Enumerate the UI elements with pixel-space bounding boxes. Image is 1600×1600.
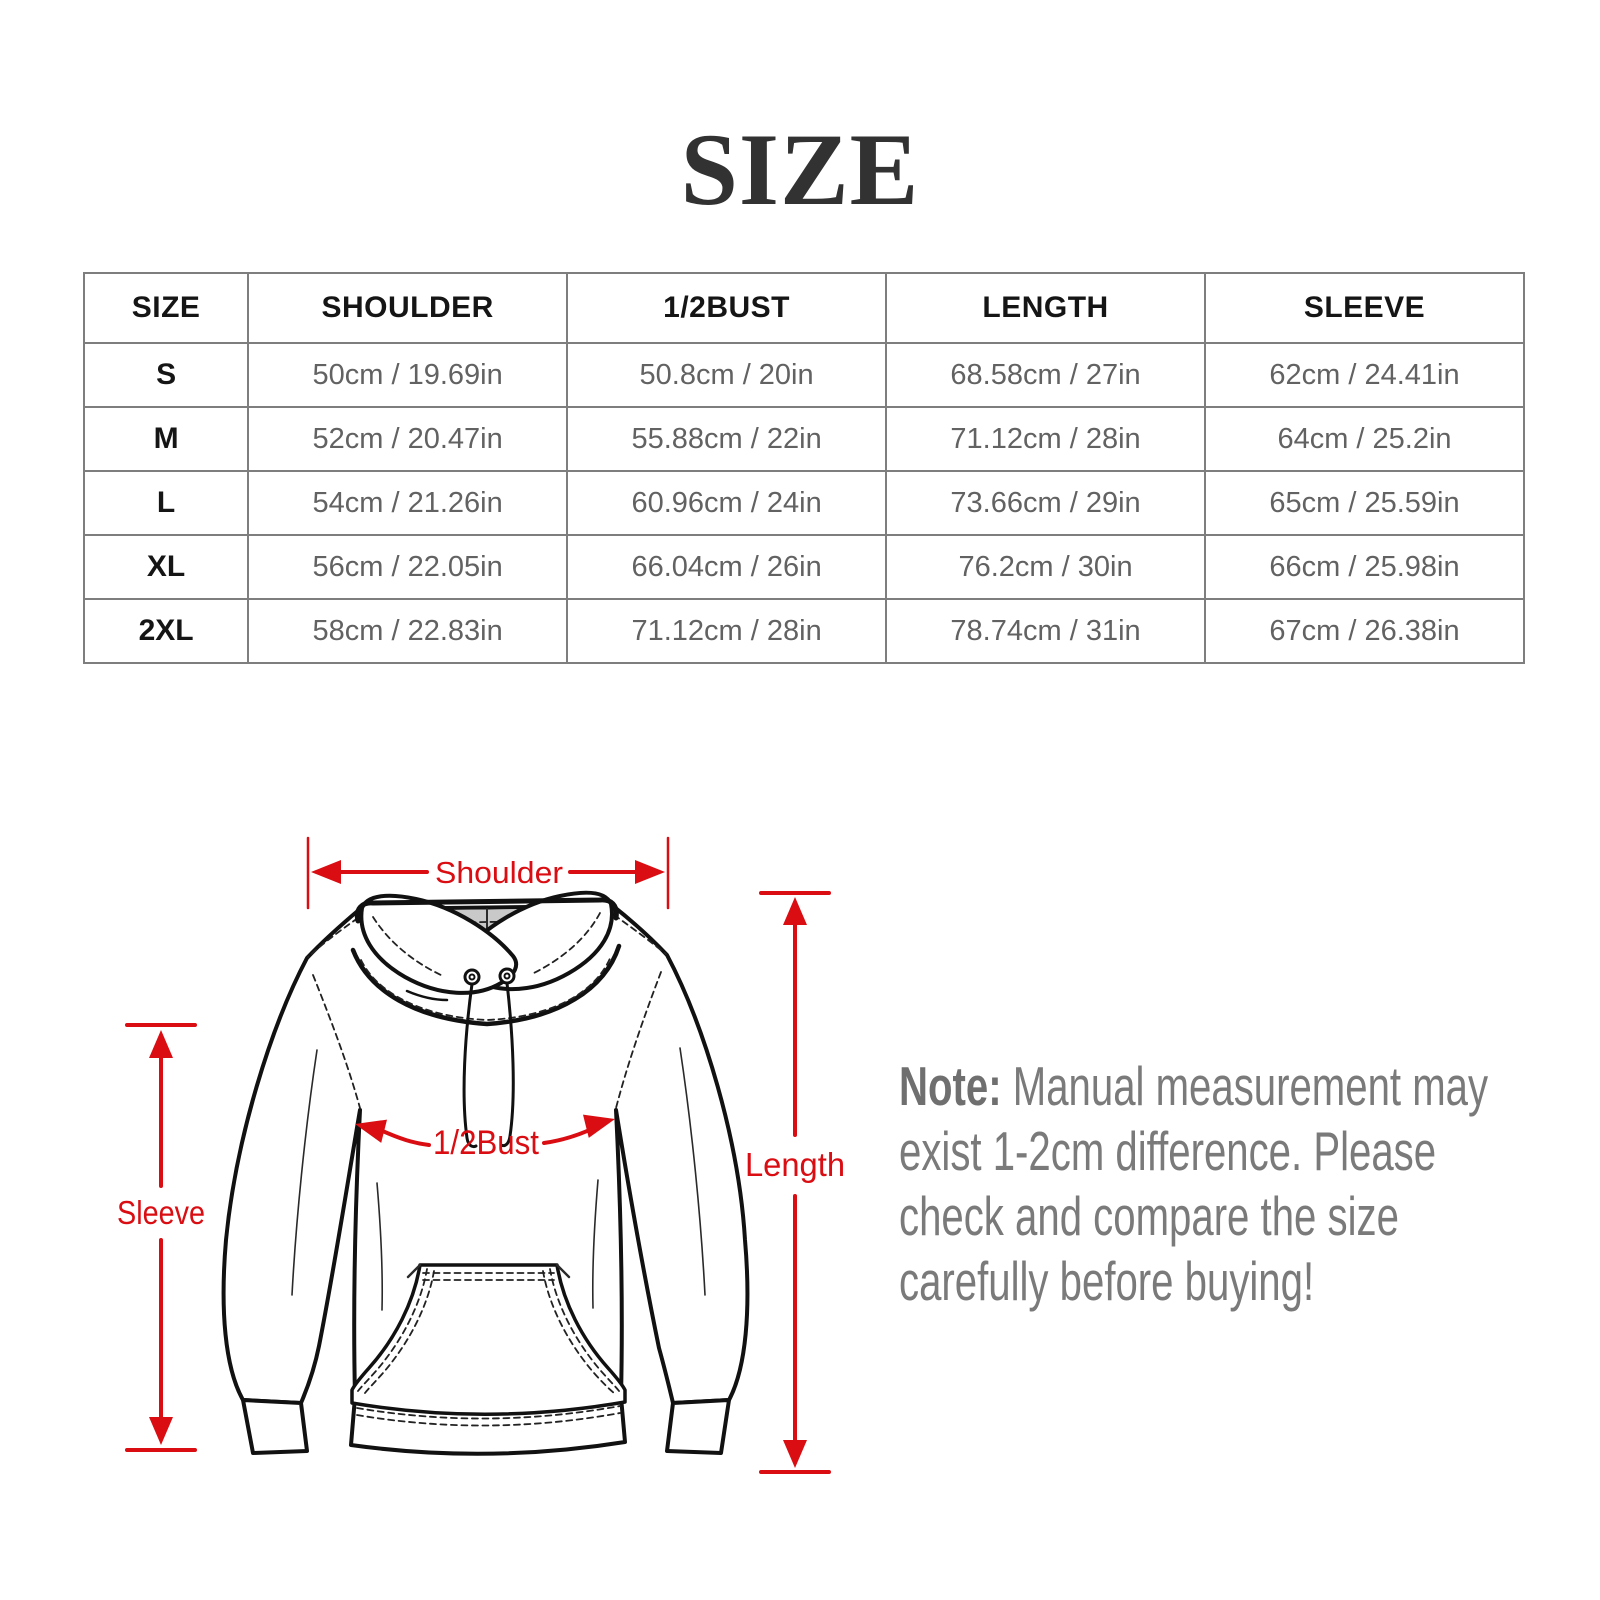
measurement-cell: 73.66cm / 29in — [885, 470, 1207, 536]
size-table: SIZE SHOULDER 1/2BUST LENGTH SLEEVE S 50… — [82, 272, 1525, 664]
table-row: S 50cm / 19.69in 50.8cm / 20in 68.58cm /… — [82, 342, 1525, 408]
kangaroo-pocket — [350, 1263, 627, 1427]
shoulder-dimension: Shoulder — [306, 836, 670, 910]
size-cell: S — [82, 342, 250, 408]
note-prefix: Note: — [899, 1055, 1002, 1117]
measurement-cell: 50.8cm / 20in — [566, 342, 888, 408]
column-header-sleeve: SLEEVE — [1204, 272, 1525, 344]
note-line: check and compare the size — [899, 1185, 1399, 1247]
column-header-bust: 1/2BUST — [566, 272, 888, 344]
measurement-cell: 64cm / 25.2in — [1204, 406, 1525, 472]
page-title: SIZE — [680, 113, 920, 227]
length-dimension: Length — [745, 891, 845, 1474]
table-header-row: SIZE SHOULDER 1/2BUST LENGTH SLEEVE — [82, 272, 1525, 344]
measurement-cell: 62cm / 24.41in — [1204, 342, 1525, 408]
measurement-cell: 52cm / 20.47in — [247, 406, 569, 472]
measurement-cell: 58cm / 22.83in — [247, 598, 569, 664]
right-drawstring — [499, 981, 515, 1148]
size-cell: L — [82, 470, 250, 536]
arrowhead-up — [149, 1030, 173, 1058]
sleeve-dimension: Sleeve — [117, 1023, 205, 1452]
table-row: M 52cm / 20.47in 55.88cm / 22in 71.12cm … — [82, 406, 1525, 472]
bust-dimension: 1/2Bust — [355, 1114, 615, 1162]
table-row: L 54cm / 21.26in 60.96cm / 24in 73.66cm … — [82, 470, 1525, 536]
cowl-collar-edge — [350, 943, 622, 1027]
arrowhead-down — [783, 1440, 807, 1468]
arrowhead-right — [582, 1114, 615, 1138]
arrowhead-down — [149, 1417, 173, 1445]
measurement-cell: 66cm / 25.98in — [1204, 534, 1525, 600]
right-eyelet — [498, 967, 516, 985]
arrowhead-right — [635, 860, 665, 884]
hoodie-body-outline — [221, 904, 750, 1456]
measurement-cell: 71.12cm / 28in — [885, 406, 1207, 472]
hoodie-measurement-diagram: Shoulder Sleeve Length — [117, 836, 845, 1474]
table-row: 2XL 58cm / 22.83in 71.12cm / 28in 78.74c… — [82, 598, 1525, 664]
hood — [350, 890, 622, 1149]
note-line: Note: Manual measurement may — [899, 1055, 1489, 1117]
table-row: XL 56cm / 22.05in 66.04cm / 26in 76.2cm … — [82, 534, 1525, 600]
measurement-cell: 68.58cm / 27in — [885, 342, 1207, 408]
hoodie-sketch — [221, 890, 750, 1456]
measurement-cell: 60.96cm / 24in — [566, 470, 888, 536]
measurement-cell: 55.88cm / 22in — [566, 406, 888, 472]
measurement-cell: 50cm / 19.69in — [247, 342, 569, 408]
arrowhead-left — [311, 860, 341, 884]
measurement-cell: 71.12cm / 28in — [566, 598, 888, 664]
note-line: carefully before buying! — [899, 1250, 1315, 1312]
hood-top-band — [354, 897, 619, 924]
measurement-cell: 54cm / 21.26in — [247, 470, 569, 536]
measurement-cell: 78.74cm / 31in — [885, 598, 1207, 664]
right-cuff — [665, 1398, 731, 1455]
left-eyelet — [463, 968, 481, 986]
column-header-shoulder: SHOULDER — [247, 272, 569, 344]
left-cuff — [241, 1398, 309, 1455]
left-drawstring — [462, 982, 478, 1149]
arrowhead-up — [783, 897, 807, 925]
size-cell: 2XL — [82, 598, 250, 664]
column-header-size: SIZE — [82, 272, 250, 344]
length-label: Length — [745, 1146, 845, 1183]
measurement-cell: 67cm / 26.38in — [1204, 598, 1525, 664]
measurement-cell: 66.04cm / 26in — [566, 534, 888, 600]
measurement-cell: 65cm / 25.59in — [1204, 470, 1525, 536]
size-cell: XL — [82, 534, 250, 600]
sleeve-label: Sleeve — [117, 1194, 205, 1231]
bust-label: 1/2Bust — [433, 1124, 539, 1162]
column-header-length: LENGTH — [885, 272, 1207, 344]
arrowhead-left — [355, 1119, 388, 1143]
measurement-cell: 76.2cm / 30in — [885, 534, 1207, 600]
dimension-annotations: Shoulder Sleeve Length — [117, 836, 845, 1474]
measurement-cell: 56cm / 22.05in — [247, 534, 569, 600]
note-text: Note: Manual measurement may exist 1-2cm… — [899, 1054, 1600, 1314]
note-line: exist 1-2cm difference. Please — [899, 1120, 1437, 1182]
shoulder-label: Shoulder — [435, 855, 563, 890]
size-cell: M — [82, 406, 250, 472]
